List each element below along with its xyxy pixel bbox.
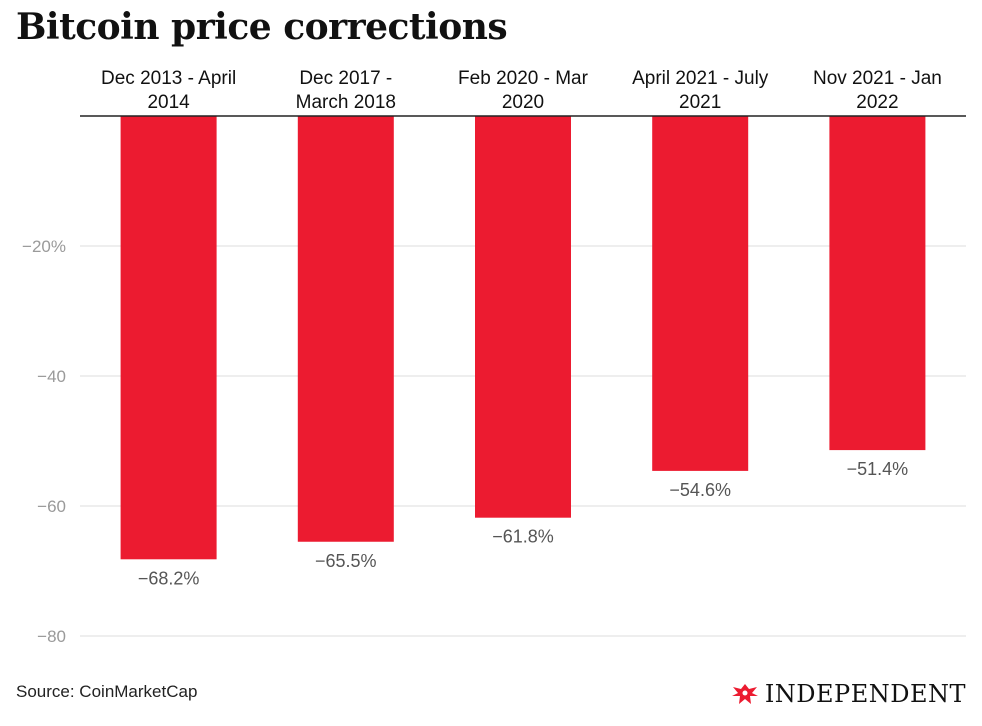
category-label: 2020	[502, 92, 544, 113]
category-label: 2022	[856, 92, 898, 113]
category-label: April 2021 - July	[632, 68, 769, 89]
data-label: −54.6%	[669, 480, 731, 500]
category-label: 2014	[147, 92, 190, 113]
data-label: −68.2%	[138, 568, 200, 588]
bar	[297, 116, 394, 542]
category-label: Dec 2013 - April	[101, 68, 236, 89]
data-label: −51.4%	[847, 459, 909, 479]
data-label: −61.8%	[492, 527, 554, 547]
bar	[652, 116, 749, 471]
source-note: Source: CoinMarketCap	[16, 682, 198, 701]
brand-logo: INDEPENDENT	[731, 680, 966, 708]
data-label: −65.5%	[315, 551, 377, 571]
category-label: Dec 2017 -	[299, 68, 392, 89]
bar	[120, 116, 217, 560]
bar	[829, 116, 926, 451]
category-label: Nov 2021 - Jan	[813, 68, 942, 89]
category-label: March 2018	[296, 92, 396, 113]
y-tick-label: −80	[37, 627, 66, 646]
bar	[475, 116, 571, 518]
category-label: Feb 2020 - Mar	[458, 68, 589, 89]
brand-name: INDEPENDENT	[764, 680, 966, 708]
category-label: 2021	[679, 92, 721, 113]
chart-title: Bitcoin price corrections	[16, 6, 508, 48]
y-tick-label: −60	[37, 497, 66, 516]
eagle-icon	[731, 684, 758, 704]
y-tick-label: −20%	[22, 237, 66, 256]
y-tick-label: −40	[37, 367, 66, 386]
